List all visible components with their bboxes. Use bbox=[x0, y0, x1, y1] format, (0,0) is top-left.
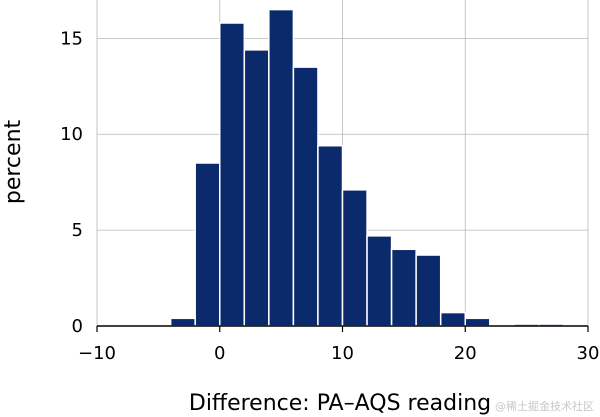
watermark-text: @稀土掘金技术社区 bbox=[495, 399, 594, 413]
x-tick-label: 10 bbox=[331, 343, 354, 364]
histogram-bar bbox=[415, 254, 442, 327]
bars-group bbox=[169, 8, 565, 327]
y-tick-label: 0 bbox=[72, 316, 83, 337]
histogram-bar bbox=[317, 144, 344, 327]
histogram-bar bbox=[366, 235, 393, 327]
histogram-bar bbox=[341, 189, 368, 327]
x-tick-label: 20 bbox=[454, 343, 477, 364]
histogram-bar bbox=[243, 49, 270, 327]
x-axis-ticks: −10 0 10 20 30 bbox=[78, 326, 599, 364]
histogram-bar bbox=[464, 317, 491, 327]
y-axis-title: percent bbox=[1, 119, 26, 204]
x-tick-label: 30 bbox=[577, 343, 600, 364]
histogram-bar bbox=[268, 8, 295, 327]
y-axis-ticks: 0 5 10 15 bbox=[60, 28, 83, 337]
histogram-bar bbox=[390, 248, 417, 327]
histogram-bar bbox=[219, 22, 246, 327]
x-tick-label: 0 bbox=[214, 343, 225, 364]
y-tick-label: 5 bbox=[72, 220, 83, 241]
x-axis-title: Difference: PA–AQS reading bbox=[189, 391, 491, 416]
y-tick-label: 15 bbox=[60, 28, 83, 49]
histogram-bar bbox=[194, 162, 221, 327]
histogram-bar bbox=[439, 311, 467, 327]
y-tick-label: 10 bbox=[60, 124, 83, 145]
x-tick-label: −10 bbox=[78, 343, 116, 364]
histogram-bar bbox=[169, 317, 196, 327]
histogram-bar bbox=[292, 66, 319, 327]
